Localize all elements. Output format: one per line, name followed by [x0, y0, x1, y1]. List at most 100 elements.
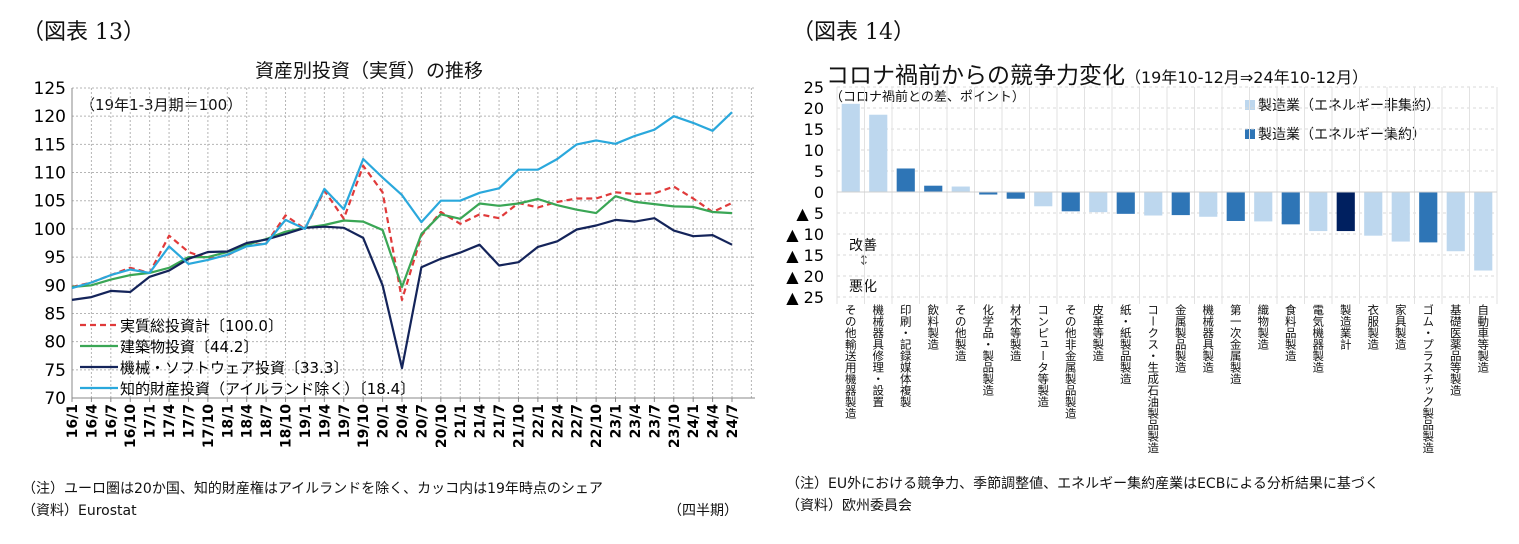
- legend-label: 製造業（エネルギー集約）: [1258, 127, 1426, 143]
- x-tick-label: 20/1: [376, 404, 392, 438]
- legend-label: 機械・ソフトウェア投資〔33.3〕: [120, 359, 348, 377]
- y-tick-label: 105: [34, 192, 66, 212]
- category-label: 機械器具製造: [1201, 304, 1216, 373]
- category-label: 飲料製造: [926, 304, 941, 350]
- legend-swatch-non-intensive: [1245, 100, 1255, 110]
- x-tick-label: 21/7: [492, 404, 508, 438]
- y-tick-label: ▲ 25: [786, 288, 824, 307]
- x-tick-label: 20/10: [434, 404, 450, 448]
- x-tick-label: 19/4: [317, 404, 333, 439]
- bar-19: [1364, 192, 1383, 236]
- category-label: 皮革等製造: [1091, 304, 1106, 362]
- x-tick-label: 20/4: [395, 404, 411, 439]
- category-label: 機械器具修理・設置: [871, 304, 886, 408]
- bar-8: [1061, 192, 1080, 212]
- y-tick-label: 120: [34, 107, 66, 127]
- y-tick-label: 0: [814, 183, 824, 202]
- category-label: 衣服製造: [1366, 304, 1381, 350]
- legend-label: 実質総投資計〔100.0〕: [120, 317, 283, 335]
- category-label: 製造業計: [1338, 304, 1353, 350]
- legend-item-non-intensive: 製造業（エネルギー非集約）: [1245, 95, 1440, 115]
- x-tick-label: 24/7: [725, 404, 741, 438]
- category-label: 家具製造: [1393, 304, 1408, 350]
- x-tick-label: 17/7: [181, 404, 197, 438]
- y-tick-label: 95: [44, 248, 66, 268]
- y-tick-label: 90: [44, 276, 66, 296]
- y-tick-label: 75: [44, 361, 66, 381]
- series-line-2: [71, 217, 733, 370]
- annotation-improve: 改善: [849, 238, 877, 254]
- chart-13-x-unit: （四半期）: [668, 503, 738, 519]
- category-label: 基礎医薬品等製造: [1448, 304, 1463, 396]
- chart-13-source: （資料）Eurostat: [22, 503, 137, 519]
- chart-14-source: （資料）欧州委員会: [786, 498, 912, 514]
- category-label: 金属製品製造: [1173, 304, 1188, 373]
- bar-6: [1006, 192, 1025, 199]
- x-tick-label: 22/1: [531, 404, 547, 438]
- category-label: その他製造: [953, 304, 968, 362]
- x-tick-label: 18/1: [220, 404, 236, 438]
- x-tick-label: 22/4: [550, 404, 566, 439]
- bar-17: [1309, 192, 1328, 232]
- y-tick-label: 85: [44, 304, 66, 324]
- bar-5: [979, 192, 998, 195]
- bar-4: [951, 186, 970, 192]
- x-tick-label: 19/7: [337, 404, 353, 438]
- x-tick-label: 19/1: [298, 404, 314, 438]
- x-tick-label: 21/10: [511, 404, 527, 448]
- bar-18: [1336, 192, 1355, 232]
- chart-13-note: （注）ユーロ圏は20か国、知的財産権はアイルランドを除く、カッコ内は19年時点の…: [22, 481, 603, 497]
- category-label: 紙・紙製品製造: [1118, 304, 1133, 385]
- figure-13-label: （図表 13）: [22, 20, 145, 45]
- up-down-arrow-icon: ↕: [858, 253, 870, 269]
- bar-20: [1391, 192, 1410, 242]
- x-tick-label: 23/7: [647, 404, 663, 438]
- bar-11: [1144, 192, 1163, 216]
- bar-2: [896, 168, 915, 192]
- chart-13-title: 資産別投資（実質）の推移: [255, 60, 484, 82]
- bar-0: [841, 103, 860, 192]
- y-tick-label: 80: [44, 333, 66, 353]
- category-label: 織物製造: [1256, 304, 1271, 350]
- category-label: 自動車等製造: [1476, 304, 1491, 373]
- y-tick-label: ▲ 15: [786, 246, 824, 265]
- y-tick-label: 110: [34, 164, 66, 184]
- x-tick-label: 18/7: [259, 404, 275, 438]
- x-tick-label: 16/10: [123, 404, 139, 448]
- y-tick-label: 70: [44, 389, 66, 409]
- x-tick-label: 17/10: [201, 404, 217, 448]
- bar-21: [1419, 192, 1438, 243]
- bar-9: [1089, 192, 1108, 213]
- x-tick-label: 21/1: [453, 404, 469, 438]
- y-tick-label: 125: [34, 79, 66, 99]
- bar-13: [1199, 192, 1218, 217]
- y-tick-label: ▲ 20: [786, 267, 824, 286]
- category-label: 化学品・製品製造: [981, 304, 996, 396]
- x-tick-label: 16/1: [65, 404, 81, 438]
- y-tick-label: 5: [814, 162, 824, 181]
- category-label: その他非金属製品製造: [1063, 304, 1078, 419]
- y-tick-label: 100: [34, 220, 66, 240]
- chart-14-ylabel: （コロナ禍前との差、ポイント）: [830, 90, 1025, 105]
- x-tick-label: 17/1: [143, 404, 159, 438]
- chart-13-subtitle: （19年1-3月期＝100）: [80, 96, 243, 114]
- legend-label: 製造業（エネルギー非集約）: [1258, 98, 1440, 114]
- y-tick-label: 20: [804, 99, 824, 118]
- y-tick-label: 25: [804, 78, 824, 97]
- x-tick-label: 18/10: [279, 404, 295, 448]
- legend-label: 知的財産投資（アイルランド除く）〔18.4〕: [120, 380, 415, 398]
- bar-7: [1034, 192, 1053, 207]
- category-label: コークス・生成石油製品製造: [1146, 304, 1161, 454]
- figure-14-label: （図表 14）: [792, 20, 915, 45]
- bar-12: [1171, 192, 1190, 216]
- x-tick-label: 22/10: [589, 404, 605, 448]
- chart-14-title: コロナ禍前からの競争力変化: [826, 63, 1125, 89]
- x-tick-label: 23/10: [667, 404, 683, 448]
- x-tick-label: 17/4: [162, 404, 178, 439]
- bar-15: [1254, 192, 1273, 222]
- category-label: その他輸送用機器製造: [843, 304, 858, 419]
- category-label: 電気機器製造: [1311, 304, 1326, 373]
- bar-3: [924, 185, 943, 192]
- bar-1: [869, 114, 888, 192]
- x-tick-label: 24/4: [706, 404, 722, 439]
